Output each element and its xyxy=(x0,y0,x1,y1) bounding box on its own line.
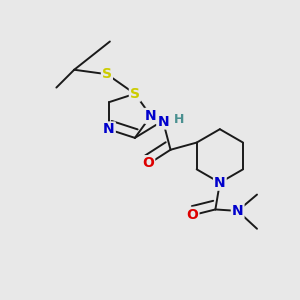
Text: O: O xyxy=(142,156,154,170)
Text: H: H xyxy=(173,112,184,126)
Text: S: S xyxy=(130,87,140,101)
Text: N: N xyxy=(214,176,226,190)
Text: N: N xyxy=(103,122,115,136)
Text: N: N xyxy=(145,109,157,123)
Text: N: N xyxy=(157,115,169,128)
Text: N: N xyxy=(232,204,244,218)
Text: O: O xyxy=(187,208,198,222)
Text: S: S xyxy=(102,67,112,81)
